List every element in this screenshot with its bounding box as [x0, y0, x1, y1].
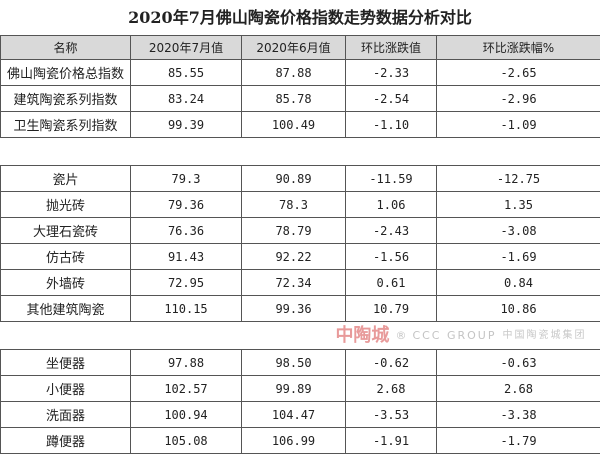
spacer-row	[0, 137, 600, 166]
value-cell: -0.62	[345, 349, 437, 376]
row-name-cell: 抛光砖	[0, 191, 131, 218]
row-name-cell: 小便器	[0, 375, 131, 402]
value-cell: 99.36	[241, 295, 346, 322]
value-cell: 87.88	[241, 59, 346, 86]
column-header: 2020年7月值	[130, 35, 242, 60]
value-cell: 10.79	[345, 295, 437, 322]
column-header: 2020年6月值	[241, 35, 346, 60]
value-cell: -3.53	[345, 401, 437, 428]
value-cell: 85.78	[241, 85, 346, 112]
table-row: 外墙砖 72.95 72.34 0.61 0.84	[0, 269, 600, 296]
watermark-logo: 中陶城 ® CCC GROUP 中国陶瓷城集团	[1, 322, 600, 349]
table-row: 洗面器 100.94 104.47 -3.53 -3.38	[0, 401, 600, 428]
value-cell: 100.94	[130, 401, 242, 428]
value-cell: 110.15	[130, 295, 242, 322]
column-header: 名称	[0, 35, 131, 60]
value-cell: -1.79	[436, 427, 600, 454]
value-cell: 90.89	[241, 165, 346, 192]
row-name-cell: 大理石瓷砖	[0, 217, 131, 244]
row-name-cell: 坐便器	[0, 349, 131, 376]
watermark-en: CCC GROUP	[412, 328, 497, 342]
value-cell: 104.47	[241, 401, 346, 428]
value-cell: -1.69	[436, 243, 600, 270]
value-cell: 72.34	[241, 269, 346, 296]
table-row: 仿古砖 91.43 92.22 -1.56 -1.69	[0, 243, 600, 270]
column-header: 环比涨跌幅%	[436, 35, 600, 60]
table-row: 坐便器 97.88 98.50 -0.62 -0.63	[0, 349, 600, 376]
row-name-cell: 蹲便器	[0, 427, 131, 454]
table-row: 建筑陶瓷系列指数 83.24 85.78 -2.54 -2.96	[0, 85, 600, 112]
value-cell: 92.22	[241, 243, 346, 270]
value-cell: -1.56	[345, 243, 437, 270]
value-cell: 72.95	[130, 269, 242, 296]
table-row: 佛山陶瓷价格总指数 85.55 87.88 -2.33 -2.65	[0, 59, 600, 86]
value-cell: 102.57	[130, 375, 242, 402]
value-cell: 0.61	[345, 269, 437, 296]
row-name-cell: 卫生陶瓷系列指数	[0, 111, 131, 138]
table-row: 大理石瓷砖 76.36 78.79 -2.43 -3.08	[0, 217, 600, 244]
value-cell: 10.86	[436, 295, 600, 322]
table-row: 小便器 102.57 99.89 2.68 2.68	[0, 375, 600, 402]
table-title: 2020年7月佛山陶瓷价格指数走势数据分析对比	[128, 8, 472, 27]
value-cell: 2.68	[345, 375, 437, 402]
value-cell: 98.50	[241, 349, 346, 376]
value-cell: -12.75	[436, 165, 600, 192]
value-cell: -11.59	[345, 165, 437, 192]
row-name-cell: 建筑陶瓷系列指数	[0, 85, 131, 112]
value-cell: 78.79	[241, 217, 346, 244]
watermark-cn: 中国陶瓷城集团	[502, 329, 587, 341]
value-cell: 105.08	[130, 427, 242, 454]
value-cell: 2.68	[436, 375, 600, 402]
value-cell: -3.08	[436, 217, 600, 244]
value-cell: -0.63	[436, 349, 600, 376]
value-cell: 106.99	[241, 427, 346, 454]
table-row: 其他建筑陶瓷 110.15 99.36 10.79 10.86	[0, 295, 600, 322]
value-cell: -1.09	[436, 111, 600, 138]
value-cell: 99.39	[130, 111, 242, 138]
value-cell: -2.43	[345, 217, 437, 244]
value-cell: 78.3	[241, 191, 346, 218]
value-cell: -3.38	[436, 401, 600, 428]
row-name-cell: 外墙砖	[0, 269, 131, 296]
value-cell: 99.89	[241, 375, 346, 402]
value-cell: 83.24	[130, 85, 242, 112]
spacer-cell: 中陶城 ® CCC GROUP 中国陶瓷城集团	[0, 321, 600, 350]
value-cell: -2.33	[345, 59, 437, 86]
header-row: 名称 2020年7月值 2020年6月值 环比涨跌值 环比涨跌幅%	[0, 35, 600, 60]
value-cell: -1.10	[345, 111, 437, 138]
value-cell: 100.49	[241, 111, 346, 138]
value-cell: -1.91	[345, 427, 437, 454]
table-row: 瓷片 79.3 90.89 -11.59 -12.75	[0, 165, 600, 192]
value-cell: 1.06	[345, 191, 437, 218]
value-cell: 79.36	[130, 191, 242, 218]
row-name-cell: 瓷片	[0, 165, 131, 192]
value-cell: 79.3	[130, 165, 242, 192]
value-cell: 85.55	[130, 59, 242, 86]
registered-mark: ®	[395, 328, 407, 342]
value-cell: -2.96	[436, 85, 600, 112]
value-cell: 0.84	[436, 269, 600, 296]
table-row: 蹲便器 105.08 106.99 -1.91 -1.79	[0, 427, 600, 454]
value-cell: 97.88	[130, 349, 242, 376]
table-row: 抛光砖 79.36 78.3 1.06 1.35	[0, 191, 600, 218]
value-cell: 1.35	[436, 191, 600, 218]
row-name-cell: 洗面器	[0, 401, 131, 428]
row-name-cell: 其他建筑陶瓷	[0, 295, 131, 322]
spacer-cell	[0, 137, 600, 166]
row-name-cell: 佛山陶瓷价格总指数	[0, 59, 131, 86]
value-cell: -2.54	[345, 85, 437, 112]
row-name-cell: 仿古砖	[0, 243, 131, 270]
value-cell: 91.43	[130, 243, 242, 270]
value-cell: -2.65	[436, 59, 600, 86]
value-cell: 76.36	[130, 217, 242, 244]
watermark-logo-text: 中陶城	[335, 324, 390, 346]
column-header: 环比涨跌值	[345, 35, 437, 60]
spacer-row: 中陶城 ® CCC GROUP 中国陶瓷城集团	[0, 321, 600, 350]
table-row: 卫生陶瓷系列指数 99.39 100.49 -1.10 -1.09	[0, 111, 600, 138]
price-index-table: 名称 2020年7月值 2020年6月值 环比涨跌值 环比涨跌幅% 佛山陶瓷价格…	[0, 35, 600, 454]
